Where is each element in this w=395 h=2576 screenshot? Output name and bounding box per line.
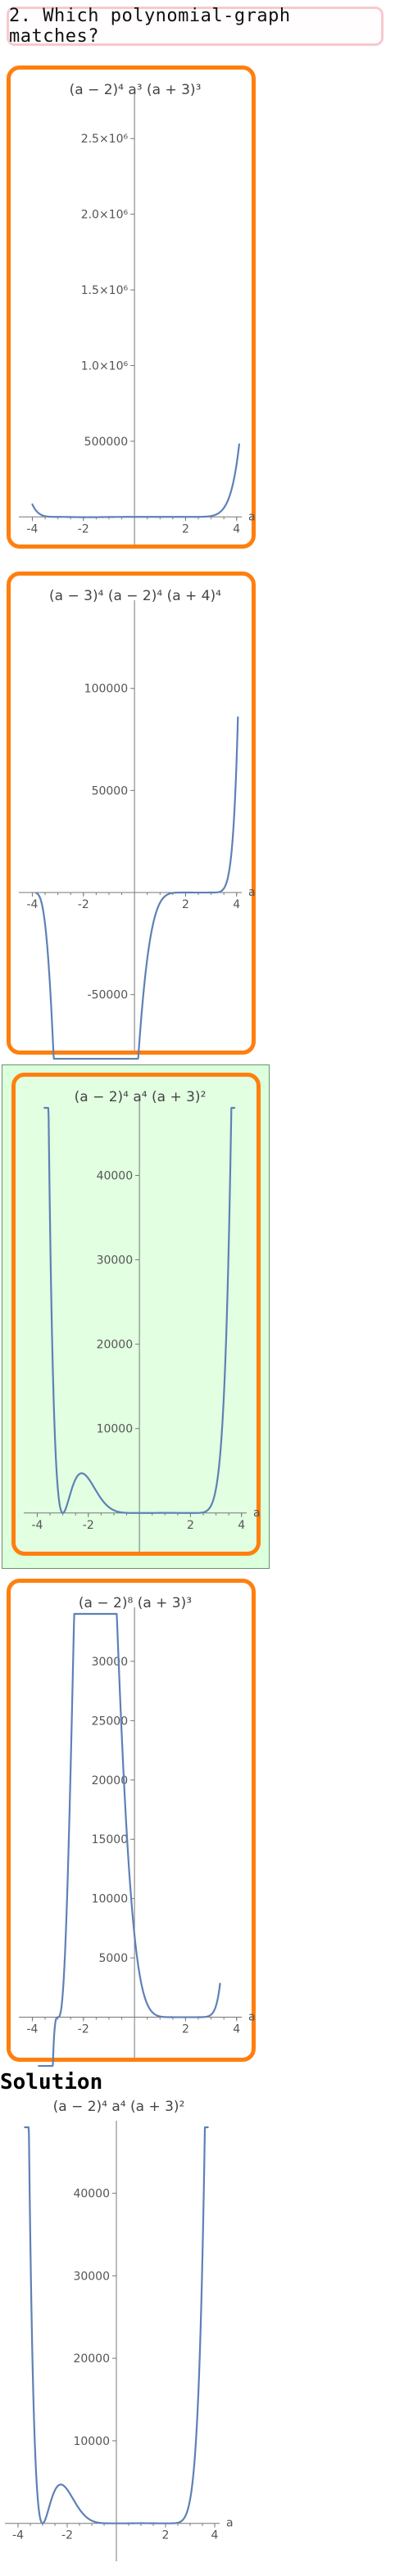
answer-option-2[interactable]: (a − 3)⁴ (a − 2)⁴ (a + 4)⁴ a -4 -2 2 4 -50000 5… [7, 572, 256, 1060]
x-axis-label: a [226, 2517, 234, 2530]
y-tick-label: 25000 [92, 1715, 129, 1728]
y-tick-label: 30000 [92, 1656, 129, 1669]
question-prompt: 2. Which polynomial-graph matches? [7, 6, 384, 47]
x-tick-label: -4 [31, 1519, 43, 1532]
y-tick-label: 1.0×10⁶ [81, 359, 129, 373]
y-tick-label: -50000 [88, 989, 129, 1002]
x-tick-label: 2 [162, 2529, 170, 2542]
answer-option-1[interactable]: (a − 2)⁴ a³ (a + 3)³ a -4 -2 2 4 500000 1.0×10⁶… [7, 66, 256, 549]
x-tick-label: 4 [233, 522, 240, 536]
x-tick-label: -4 [26, 522, 38, 536]
x-tick-label: -2 [78, 898, 89, 911]
x-axis-label: a [248, 2011, 256, 2024]
option-3-chart: (a − 2)⁴ a⁴ (a + 3)² a -4 -2 2 4 10000 20000 300… [24, 1089, 261, 1552]
y-tick-label: 10000 [92, 1893, 129, 1906]
solution-plot: (a − 2)⁴ a⁴ (a + 3)² a -4 -2 2 4 10000 20000 300… [0, 2096, 246, 2576]
x-tick-label: 2 [187, 1519, 194, 1532]
y-tick-label: 30000 [73, 2270, 110, 2283]
x-tick-label: -4 [12, 2529, 24, 2542]
x-tick-label: 4 [233, 898, 240, 911]
y-tick-label: 20000 [97, 1339, 134, 1352]
x-tick-label: -4 [26, 2023, 38, 2036]
x-tick-label: 2 [182, 2023, 189, 2036]
answer-option-3[interactable]: (a − 2)⁴ a⁴ (a + 3)² a -4 -2 2 4 10000 20000 300… [11, 1073, 261, 1556]
chart-title: (a − 3)⁴ (a − 2)⁴ (a + 4)⁴ [49, 588, 221, 604]
y-tick-label: 1.5×10⁶ [81, 284, 129, 297]
y-tick-label: 20000 [92, 1774, 129, 1787]
y-tick-label: 2.0×10⁶ [81, 209, 129, 222]
x-tick-label: 2 [182, 898, 189, 911]
solution-chart: (a − 2)⁴ a⁴ (a + 3)² a -4 -2 2 4 10000 20000 300… [5, 2099, 234, 2561]
function-curve [43, 1106, 236, 1514]
option-1-chart: (a − 2)⁴ a³ (a + 3)³ a -4 -2 2 4 500000 1.0×10⁶… [19, 82, 256, 545]
chart-title: (a − 2)⁴ a³ (a + 3)³ [70, 82, 202, 98]
y-tick-label: 2.5×10⁶ [81, 133, 129, 146]
x-tick-label: -4 [26, 898, 38, 911]
x-tick-label: -2 [83, 1519, 94, 1532]
y-tick-label: 40000 [97, 1169, 134, 1182]
y-tick-label: 5000 [98, 1952, 128, 1965]
x-tick-label: 4 [233, 2023, 240, 2036]
x-tick-label: 2 [182, 522, 189, 536]
x-axis-label: a [248, 510, 256, 523]
x-tick-label: -2 [61, 2529, 73, 2542]
x-tick-label: 4 [211, 2529, 219, 2542]
y-tick-label: 10000 [73, 2435, 110, 2448]
y-tick-label: 50000 [92, 784, 129, 798]
x-tick-label: 4 [238, 1519, 245, 1532]
option-4-chart: (a − 2)⁸ (a + 3)³ a -4 -2 2 4 5000 10000 15000 20… [19, 1595, 256, 2068]
chart-title: (a − 2)⁸ (a + 3)³ [79, 1595, 192, 1611]
chart-title: (a − 2)⁴ a⁴ (a + 3)² [53, 2099, 185, 2115]
solution-heading: Solution [0, 2070, 103, 2095]
question-text: 2. Which polynomial-graph matches? [9, 6, 291, 47]
y-tick-label: 20000 [73, 2352, 110, 2366]
y-tick-label: 30000 [97, 1254, 134, 1268]
function-curve [31, 443, 240, 518]
y-tick-label: 500000 [84, 436, 128, 449]
x-axis-label: a [248, 886, 256, 899]
y-tick-label: 40000 [73, 2188, 110, 2201]
x-tick-label: -2 [78, 522, 89, 536]
answer-option-4[interactable]: (a − 2)⁸ (a + 3)³ a -4 -2 2 4 5000 10000 15000 20… [7, 1579, 256, 2068]
option-2-chart: (a − 3)⁴ (a − 2)⁴ (a + 4)⁴ a -4 -2 2 4 -50000 5… [19, 588, 256, 1060]
y-tick-label: 15000 [92, 1833, 129, 1846]
function-curve [38, 1612, 221, 2068]
chart-title: (a − 2)⁴ a⁴ (a + 3)² [75, 1089, 207, 1105]
x-axis-label: a [253, 1507, 261, 1520]
y-tick-label: 10000 [97, 1423, 134, 1436]
function-curve [24, 2126, 209, 2524]
x-tick-label: -2 [78, 2023, 89, 2036]
function-curve [35, 716, 239, 1060]
y-tick-label: 100000 [84, 683, 128, 696]
